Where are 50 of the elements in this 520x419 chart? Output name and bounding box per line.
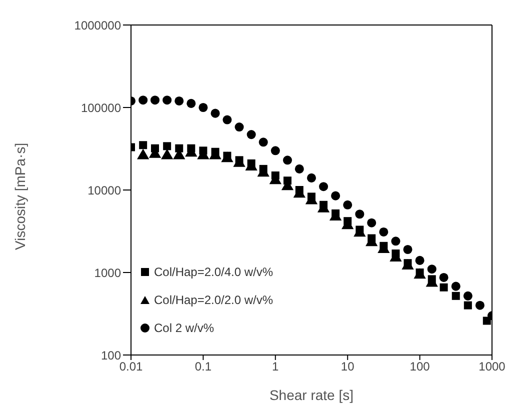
point — [463, 291, 472, 300]
point — [415, 256, 424, 265]
point — [464, 301, 472, 310]
point — [162, 96, 172, 105]
point — [391, 236, 400, 246]
point — [306, 173, 316, 182]
point — [258, 138, 268, 147]
x-tick-label: 0.01 — [119, 360, 143, 374]
point — [427, 264, 436, 274]
point — [294, 164, 304, 174]
x-tick-label: 1 — [272, 360, 280, 374]
point — [210, 108, 220, 118]
point — [355, 210, 364, 219]
point — [222, 115, 232, 124]
y-tick-label: 1000000 — [74, 18, 122, 32]
point — [475, 300, 484, 310]
x-tick-label: 100 — [410, 360, 430, 374]
y-axis-title: Viscosity [mPa·s] — [12, 142, 28, 250]
point — [440, 283, 448, 292]
x-axis-title: Shear rate [s] — [269, 387, 354, 403]
legend-label: Col 2 w/v% — [154, 321, 214, 335]
point — [451, 282, 460, 291]
point — [439, 272, 448, 282]
point — [138, 96, 148, 105]
point — [270, 146, 280, 156]
point — [198, 102, 208, 112]
y-tick-label: 100 — [100, 348, 122, 362]
point — [331, 191, 340, 200]
point — [367, 218, 376, 228]
point — [282, 156, 292, 165]
point — [319, 182, 328, 192]
point — [379, 227, 388, 236]
x-tick-label: 0.1 — [194, 360, 212, 374]
y-tick-label: 10000 — [88, 183, 122, 198]
point — [343, 200, 352, 210]
point — [174, 96, 184, 106]
y-tick-label: 100000 — [80, 100, 122, 115]
point — [139, 141, 148, 150]
point — [150, 96, 160, 105]
point — [163, 142, 172, 150]
y-tick-label: 1000 — [94, 266, 122, 280]
point — [186, 98, 196, 108]
point — [234, 122, 244, 132]
legend-label: Col/Hap=2.0/4.0 w/v% — [154, 265, 274, 279]
x-tick-label: 10 — [340, 360, 355, 374]
point — [452, 292, 460, 300]
x-tick-label: 1000 — [478, 360, 506, 374]
legend-label: Col/Hap=2.0/2.0 w/v% — [154, 293, 274, 307]
point — [403, 245, 412, 254]
point — [246, 130, 256, 140]
